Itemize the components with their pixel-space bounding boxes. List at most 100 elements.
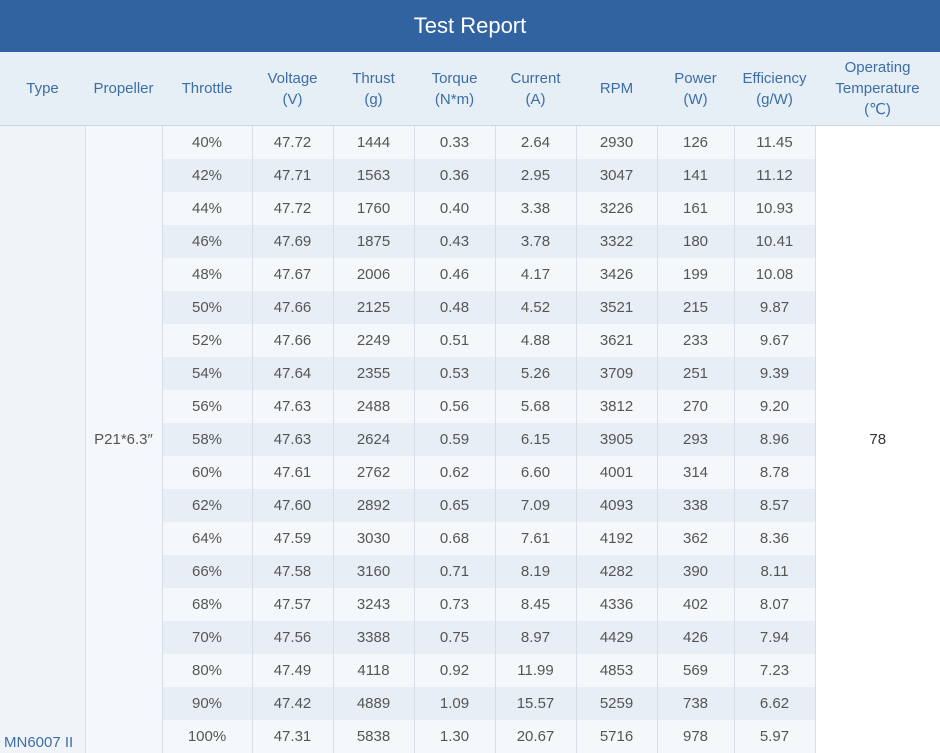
- power-cell: 180: [657, 225, 734, 258]
- rpm-cell: 5716: [576, 720, 657, 753]
- header-throttle: Throttle: [162, 52, 252, 126]
- current-cell: 8.19: [495, 555, 576, 588]
- voltage-cell: 47.63: [252, 390, 333, 423]
- thrust-cell: 2624: [333, 423, 414, 456]
- header-propeller: Propeller: [85, 52, 162, 126]
- throttle-cell: 54%: [162, 357, 252, 390]
- current-cell: 7.09: [495, 489, 576, 522]
- current-cell: 2.95: [495, 159, 576, 192]
- throttle-cell: 80%: [162, 654, 252, 687]
- thrust-cell: 2488: [333, 390, 414, 423]
- rpm-cell: 4429: [576, 621, 657, 654]
- current-cell: 3.38: [495, 192, 576, 225]
- torque-cell: 0.53: [414, 357, 495, 390]
- torque-cell: 0.51: [414, 324, 495, 357]
- voltage-cell: 47.42: [252, 687, 333, 720]
- current-cell: 11.99: [495, 654, 576, 687]
- torque-cell: 1.09: [414, 687, 495, 720]
- torque-cell: 0.62: [414, 456, 495, 489]
- voltage-cell: 47.72: [252, 192, 333, 225]
- thrust-cell: 1563: [333, 159, 414, 192]
- current-cell: 6.15: [495, 423, 576, 456]
- torque-cell: 1.30: [414, 720, 495, 753]
- header-power: Power(W): [657, 52, 734, 126]
- rpm-cell: 4192: [576, 522, 657, 555]
- torque-cell: 0.46: [414, 258, 495, 291]
- torque-cell: 0.36: [414, 159, 495, 192]
- thrust-cell: 3160: [333, 555, 414, 588]
- efficiency-cell: 8.78: [734, 456, 815, 489]
- efficiency-cell: 11.12: [734, 159, 815, 192]
- efficiency-cell: 9.67: [734, 324, 815, 357]
- rpm-cell: 3521: [576, 291, 657, 324]
- current-cell: 20.67: [495, 720, 576, 753]
- throttle-cell: 58%: [162, 423, 252, 456]
- power-cell: 738: [657, 687, 734, 720]
- efficiency-cell: 9.39: [734, 357, 815, 390]
- thrust-cell: 2355: [333, 357, 414, 390]
- current-cell: 5.68: [495, 390, 576, 423]
- efficiency-cell: 7.94: [734, 621, 815, 654]
- report-title-bar: Test Report: [0, 0, 940, 52]
- power-cell: 126: [657, 126, 734, 160]
- torque-cell: 0.48: [414, 291, 495, 324]
- power-cell: 161: [657, 192, 734, 225]
- torque-cell: 0.65: [414, 489, 495, 522]
- propeller-cell: P21*6.3″: [85, 126, 162, 753]
- header-type: Type: [0, 52, 85, 126]
- header-rpm: RPM: [576, 52, 657, 126]
- rpm-cell: 5259: [576, 687, 657, 720]
- efficiency-cell: 10.93: [734, 192, 815, 225]
- current-cell: 4.17: [495, 258, 576, 291]
- voltage-cell: 47.66: [252, 324, 333, 357]
- motor-type-label: MN6007 II: [4, 733, 85, 753]
- power-cell: 270: [657, 390, 734, 423]
- throttle-cell: 90%: [162, 687, 252, 720]
- thrust-cell: 1760: [333, 192, 414, 225]
- throttle-cell: 44%: [162, 192, 252, 225]
- voltage-cell: 47.57: [252, 588, 333, 621]
- header-voltage: Voltage(V): [252, 52, 333, 126]
- rpm-cell: 4001: [576, 456, 657, 489]
- power-cell: 426: [657, 621, 734, 654]
- throttle-cell: 64%: [162, 522, 252, 555]
- torque-cell: 0.59: [414, 423, 495, 456]
- power-cell: 978: [657, 720, 734, 753]
- power-cell: 390: [657, 555, 734, 588]
- power-cell: 141: [657, 159, 734, 192]
- motor-type-cell: MN6007 II: [0, 126, 85, 753]
- thrust-cell: 2006: [333, 258, 414, 291]
- current-cell: 4.88: [495, 324, 576, 357]
- thrust-cell: 4889: [333, 687, 414, 720]
- voltage-cell: 47.71: [252, 159, 333, 192]
- current-cell: 15.57: [495, 687, 576, 720]
- efficiency-cell: 7.23: [734, 654, 815, 687]
- power-cell: 233: [657, 324, 734, 357]
- throttle-cell: 50%: [162, 291, 252, 324]
- voltage-cell: 47.58: [252, 555, 333, 588]
- torque-cell: 0.71: [414, 555, 495, 588]
- voltage-cell: 47.31: [252, 720, 333, 753]
- thrust-cell: 1875: [333, 225, 414, 258]
- torque-cell: 0.43: [414, 225, 495, 258]
- rpm-cell: 4853: [576, 654, 657, 687]
- rpm-cell: 3226: [576, 192, 657, 225]
- thrust-cell: 1444: [333, 126, 414, 160]
- efficiency-cell: 8.36: [734, 522, 815, 555]
- voltage-cell: 47.61: [252, 456, 333, 489]
- voltage-cell: 47.59: [252, 522, 333, 555]
- header-current: Current(A): [495, 52, 576, 126]
- torque-cell: 0.33: [414, 126, 495, 160]
- operating-temperature-cell: 78: [815, 126, 940, 753]
- voltage-cell: 47.69: [252, 225, 333, 258]
- thrust-cell: 2249: [333, 324, 414, 357]
- header-efficiency: Efficiency(g/W): [734, 52, 815, 126]
- current-cell: 3.78: [495, 225, 576, 258]
- thrust-cell: 3030: [333, 522, 414, 555]
- current-cell: 8.97: [495, 621, 576, 654]
- rpm-cell: 4093: [576, 489, 657, 522]
- voltage-cell: 47.72: [252, 126, 333, 160]
- throttle-cell: 56%: [162, 390, 252, 423]
- efficiency-cell: 11.45: [734, 126, 815, 160]
